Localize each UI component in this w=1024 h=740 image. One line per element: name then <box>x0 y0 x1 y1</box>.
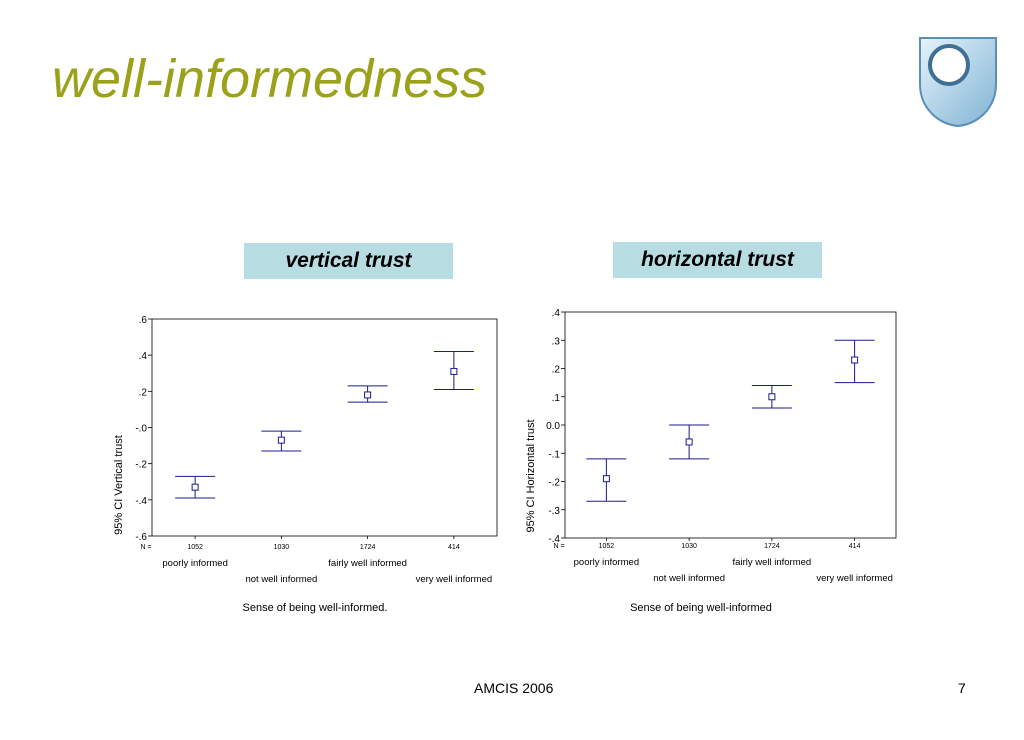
horizontal-ytick-label: -.3 <box>548 506 560 517</box>
vertical-category-label: poorly informed <box>162 558 227 569</box>
horizontal-ylabel: 95% CI Horizontal trust <box>525 419 537 532</box>
vertical-ytick-label: -.4 <box>135 496 147 507</box>
horizontal-mean-marker <box>685 438 693 446</box>
vertical-category-label: fairly well informed <box>328 558 407 569</box>
horizontal-ytick-label: .2 <box>552 365 561 376</box>
horizontal-mean-marker <box>602 475 610 483</box>
vertical-ytick-label: .6 <box>139 315 148 326</box>
horizontal-n-value: 1724 <box>764 543 780 550</box>
vertical-ytick-label: .2 <box>139 387 148 398</box>
vertical-n-label: N = <box>140 544 151 551</box>
horizontal-n-label: N = <box>553 543 564 550</box>
horizontal-ytick-label: .4 <box>552 308 561 319</box>
horizontal-plot-frame <box>564 311 897 539</box>
horizontal-ytick-label: -.4 <box>548 534 560 545</box>
horizontal-n-value: 1030 <box>681 543 697 550</box>
vertical-mean-marker <box>364 391 372 399</box>
vertical-plot-frame <box>151 318 498 537</box>
vertical-ytick-label: -.0 <box>135 424 147 435</box>
horizontal-category-label: not well informed <box>653 573 725 584</box>
horizontal-trust-label: horizontal trust <box>613 242 822 278</box>
footer-conference: AMCIS 2006 <box>474 680 554 696</box>
vertical-mean-marker <box>450 367 458 375</box>
vertical-category-label: not well informed <box>245 574 317 585</box>
vertical-n-value: 414 <box>448 544 460 551</box>
university-shield-logo-icon <box>919 37 997 128</box>
horizontal-category-label: fairly well informed <box>733 557 812 568</box>
vertical-ytick-label: .4 <box>139 351 148 362</box>
horizontal-ytick-label: 0.0 <box>546 421 560 432</box>
horizontal-category-label: very well informed <box>816 573 893 584</box>
vertical-xlabel: Sense of being well-informed. <box>243 602 388 614</box>
vertical-trust-label: vertical trust <box>244 243 453 279</box>
horizontal-ytick-label: -.2 <box>548 478 560 489</box>
horizontal-ytick-label: -.1 <box>548 449 560 460</box>
vertical-n-value: 1030 <box>274 544 290 551</box>
vertical-ytick-label: -.2 <box>135 460 147 471</box>
vertical-n-value: 1724 <box>360 544 376 551</box>
vertical-mean-marker <box>277 436 285 444</box>
horizontal-ytick-label: .3 <box>552 336 561 347</box>
horizontal-mean-marker <box>851 356 859 364</box>
horizontal-n-value: 414 <box>849 543 861 550</box>
slide-title: well-informedness <box>52 49 488 109</box>
page-number: 7 <box>958 680 966 696</box>
vertical-n-value: 1052 <box>187 544 203 551</box>
vertical-ytick-label: -.6 <box>135 532 147 543</box>
horizontal-ytick-label: .1 <box>552 393 561 404</box>
vertical-mean-marker <box>191 483 199 491</box>
horizontal-mean-marker <box>768 393 776 401</box>
horizontal-xlabel: Sense of being well-informed <box>630 602 772 614</box>
vertical-category-label: very well informed <box>416 574 493 585</box>
vertical-ylabel: 95% CI Vertical trust <box>113 435 125 535</box>
horizontal-n-value: 1052 <box>599 543 615 550</box>
horizontal-category-label: poorly informed <box>574 557 639 568</box>
